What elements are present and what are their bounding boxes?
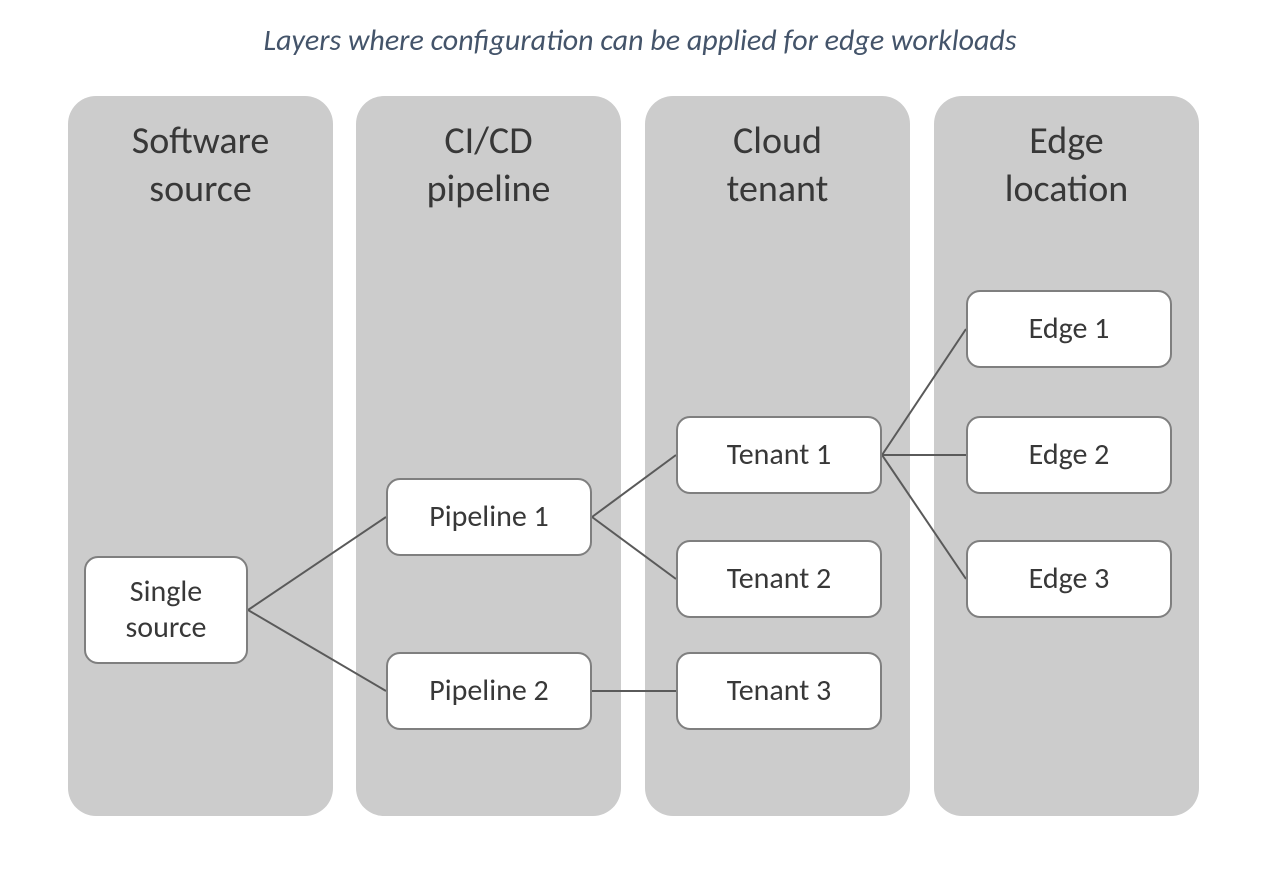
node-pipeline-1: Pipeline 1	[386, 478, 592, 556]
node-pipeline-2: Pipeline 2	[386, 652, 592, 730]
node-tenant-3: Tenant 3	[676, 652, 882, 730]
node-edge-3: Edge 3	[966, 540, 1172, 618]
column-heading-cicd-pipeline: CI/CDpipeline	[356, 118, 621, 213]
column-heading-cloud-tenant: Cloudtenant	[645, 118, 910, 213]
node-edge-1: Edge 1	[966, 290, 1172, 368]
column-heading-edge-location: Edgelocation	[934, 118, 1199, 213]
node-edge-2: Edge 2	[966, 416, 1172, 494]
diagram-title: Layers where configuration can be applie…	[0, 22, 1280, 59]
column-heading-software-source: Softwaresource	[68, 118, 333, 213]
column-software-source: Softwaresource	[68, 96, 333, 816]
node-single-source: Singlesource	[84, 556, 248, 664]
node-tenant-2: Tenant 2	[676, 540, 882, 618]
node-tenant-1: Tenant 1	[676, 416, 882, 494]
